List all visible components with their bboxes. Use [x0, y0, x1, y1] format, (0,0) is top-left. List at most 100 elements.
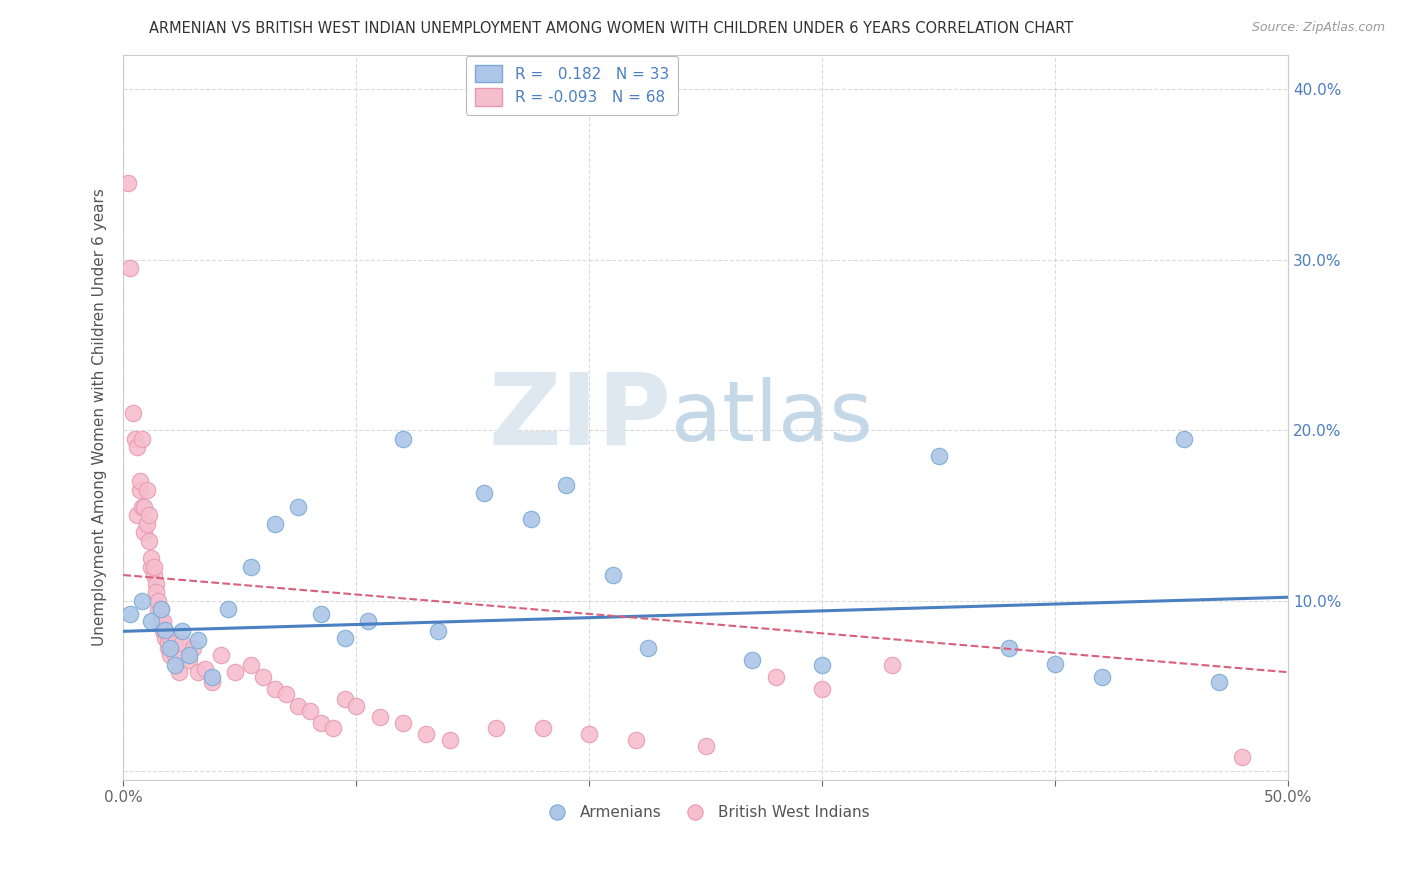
Point	[624, 733, 647, 747]
Point	[695, 739, 717, 753]
Point	[127, 508, 149, 523]
Point	[131, 593, 153, 607]
Point	[201, 675, 224, 690]
Point	[1208, 675, 1230, 690]
Point	[177, 648, 200, 662]
Point	[287, 500, 309, 514]
Point	[741, 653, 763, 667]
Point	[602, 568, 624, 582]
Point	[152, 624, 174, 639]
Point	[155, 624, 177, 639]
Point	[240, 559, 263, 574]
Point	[138, 533, 160, 548]
Point	[159, 648, 181, 662]
Point	[240, 658, 263, 673]
Point	[159, 641, 181, 656]
Text: Source: ZipAtlas.com: Source: ZipAtlas.com	[1251, 21, 1385, 35]
Point	[439, 733, 461, 747]
Point	[167, 665, 190, 680]
Point	[141, 551, 163, 566]
Point	[134, 525, 156, 540]
Point	[120, 261, 142, 276]
Point	[392, 432, 415, 446]
Point	[209, 648, 232, 662]
Point	[882, 658, 904, 673]
Point	[170, 636, 193, 650]
Point	[578, 726, 600, 740]
Point	[134, 500, 156, 514]
Point	[474, 486, 496, 500]
Point	[135, 516, 157, 531]
Point	[765, 670, 787, 684]
Point	[163, 636, 186, 650]
Point	[127, 440, 149, 454]
Point	[177, 653, 200, 667]
Point	[333, 631, 356, 645]
Point	[142, 559, 165, 574]
Point	[149, 602, 172, 616]
Point	[224, 665, 246, 680]
Point	[141, 614, 163, 628]
Point	[145, 576, 167, 591]
Point	[121, 406, 143, 420]
Point	[135, 483, 157, 497]
Point	[298, 705, 321, 719]
Point	[142, 568, 165, 582]
Text: ZIP: ZIP	[488, 369, 671, 466]
Point	[194, 662, 217, 676]
Point	[311, 607, 333, 622]
Point	[128, 475, 150, 489]
Y-axis label: Unemployment Among Women with Children Under 6 years: Unemployment Among Women with Children U…	[93, 188, 107, 647]
Point	[170, 624, 193, 639]
Point	[156, 641, 179, 656]
Point	[1173, 432, 1195, 446]
Point	[811, 682, 834, 697]
Point	[128, 483, 150, 497]
Point	[997, 641, 1019, 656]
Point	[138, 508, 160, 523]
Point	[415, 726, 437, 740]
Point	[149, 614, 172, 628]
Point	[124, 432, 146, 446]
Point	[181, 641, 204, 656]
Point	[252, 670, 274, 684]
Point	[485, 722, 508, 736]
Point	[311, 716, 333, 731]
Point	[637, 641, 659, 656]
Point	[531, 722, 554, 736]
Point	[1091, 670, 1114, 684]
Point	[141, 559, 163, 574]
Point	[333, 692, 356, 706]
Point	[263, 516, 285, 531]
Point	[263, 682, 285, 697]
Point	[163, 658, 186, 673]
Text: atlas: atlas	[671, 377, 873, 458]
Point	[120, 607, 142, 622]
Point	[344, 699, 367, 714]
Point	[520, 512, 543, 526]
Point	[555, 477, 578, 491]
Legend: Armenians, British West Indians: Armenians, British West Indians	[536, 799, 876, 826]
Point	[148, 593, 170, 607]
Point	[159, 631, 181, 645]
Point	[811, 658, 834, 673]
Point	[368, 709, 391, 723]
Point	[1045, 657, 1067, 671]
Point	[145, 585, 167, 599]
Point	[156, 634, 179, 648]
Point	[163, 648, 186, 662]
Point	[148, 602, 170, 616]
Point	[187, 632, 209, 647]
Point	[928, 449, 950, 463]
Point	[322, 722, 344, 736]
Point	[187, 665, 209, 680]
Point	[131, 432, 153, 446]
Point	[217, 602, 239, 616]
Text: ARMENIAN VS BRITISH WEST INDIAN UNEMPLOYMENT AMONG WOMEN WITH CHILDREN UNDER 6 Y: ARMENIAN VS BRITISH WEST INDIAN UNEMPLOY…	[149, 21, 1074, 37]
Point	[152, 614, 174, 628]
Point	[287, 699, 309, 714]
Point	[201, 670, 224, 684]
Point	[1230, 750, 1253, 764]
Point	[276, 687, 298, 701]
Point	[117, 176, 139, 190]
